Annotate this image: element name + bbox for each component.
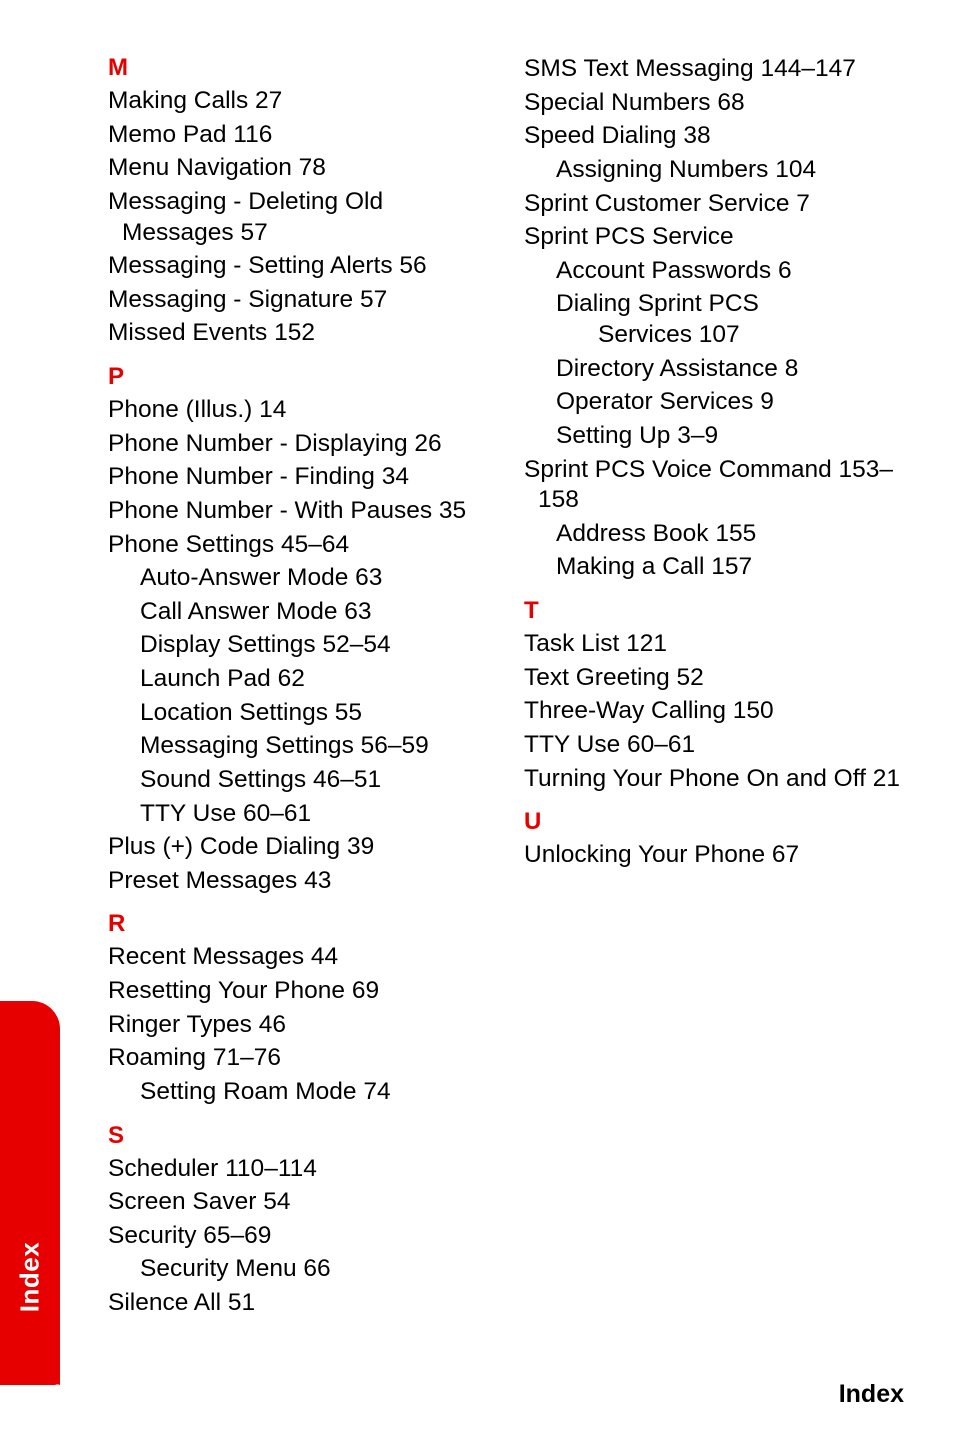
index-entry: Roaming 71–76: [108, 1043, 488, 1074]
index-subentry: Sound Settings 46–51: [108, 765, 488, 796]
index-subentry: TTY Use 60–61: [108, 799, 488, 830]
index-entry: Speed Dialing 38: [524, 121, 904, 152]
side-tab: Index: [0, 1001, 60, 1385]
section-heading-p: P: [108, 363, 488, 391]
index-subentry: Call Answer Mode 63: [108, 597, 488, 628]
index-entry: Ringer Types 46: [108, 1010, 488, 1041]
index-entry: Turning Your Phone On and Off 21: [524, 764, 904, 795]
index-entry: Text Greeting 52: [524, 663, 904, 694]
index-subentry: Location Settings 55: [108, 698, 488, 729]
index-subentry: Making a Call 157: [524, 552, 904, 583]
index-entry: Resetting Your Phone 69: [108, 976, 488, 1007]
index-entry: Missed Events 152: [108, 318, 488, 349]
section-heading-r: R: [108, 910, 488, 938]
footer-title: Index: [839, 1380, 904, 1409]
index-subentry: Messaging Settings 56–59: [108, 731, 488, 762]
section-heading-m: M: [108, 54, 488, 82]
section-heading-t: T: [524, 597, 904, 625]
index-subentry: Setting Roam Mode 74: [108, 1077, 488, 1108]
index-entry: TTY Use 60–61: [524, 730, 904, 761]
index-entry: Silence All 51: [108, 1288, 488, 1319]
index-entry: Scheduler 110–114: [108, 1154, 488, 1185]
index-entry: Messaging - Deleting Old Messages 57: [108, 187, 488, 248]
index-entry: Plus (+) Code Dialing 39: [108, 832, 488, 863]
page-number: 178: [50, 1380, 92, 1409]
side-tab-label: Index: [15, 1242, 46, 1312]
index-subentry: Dialing Sprint PCSServices 107: [524, 289, 904, 350]
index-subentry: Security Menu 66: [108, 1254, 488, 1285]
index-entry: Menu Navigation 78: [108, 153, 488, 184]
page: M Making Calls 27Memo Pad 116Menu Navigat…: [0, 0, 954, 1431]
index-entry: Phone Number - Displaying 26: [108, 429, 488, 460]
index-entry: Security 65–69: [108, 1221, 488, 1252]
index-subentry: Account Passwords 6: [524, 256, 904, 287]
index-entry: Three-Way Calling 150: [524, 696, 904, 727]
index-subentry: Operator Services 9: [524, 387, 904, 418]
index-entry: Unlocking Your Phone 67: [524, 840, 904, 871]
index-entry: Sprint Customer Service 7: [524, 189, 904, 220]
index-entry: Preset Messages 43: [108, 866, 488, 897]
index-entry: Making Calls 27: [108, 86, 488, 117]
section-heading-s: S: [108, 1122, 488, 1150]
index-entry: SMS Text Messaging 144–147: [524, 54, 904, 85]
index-subentry: Launch Pad 62: [108, 664, 488, 695]
index-entry: Sprint PCS Service: [524, 222, 904, 253]
index-subentry: Address Book 155: [524, 519, 904, 550]
index-entry: Phone Number - With Pauses 35: [108, 496, 488, 527]
index-entry: Phone Settings 45–64: [108, 530, 488, 561]
index-body: M Making Calls 27Memo Pad 116Menu Navigat…: [108, 54, 904, 1334]
index-subentry: Auto-Answer Mode 63: [108, 563, 488, 594]
index-entry: Task List 121: [524, 629, 904, 660]
index-entry: Special Numbers 68: [524, 88, 904, 119]
index-entry: Screen Saver 54: [108, 1187, 488, 1218]
index-subentry: Directory Assistance 8: [524, 354, 904, 385]
index-entry: Messaging - Signature 57: [108, 285, 488, 316]
index-entry: Memo Pad 116: [108, 120, 488, 151]
section-heading-u: U: [524, 808, 904, 836]
index-entry: Phone (Illus.) 14: [108, 395, 488, 426]
index-subentry: Display Settings 52–54: [108, 630, 488, 661]
index-entry: Sprint PCS Voice Command 153–158: [524, 455, 904, 516]
index-subentry: Setting Up 3–9: [524, 421, 904, 452]
index-entry: Phone Number - Finding 34: [108, 462, 488, 493]
index-entry: Messaging - Setting Alerts 56: [108, 251, 488, 282]
page-footer: 178 Index: [0, 1380, 954, 1409]
index-entry: Recent Messages 44: [108, 942, 488, 973]
index-subentry: Assigning Numbers 104: [524, 155, 904, 186]
